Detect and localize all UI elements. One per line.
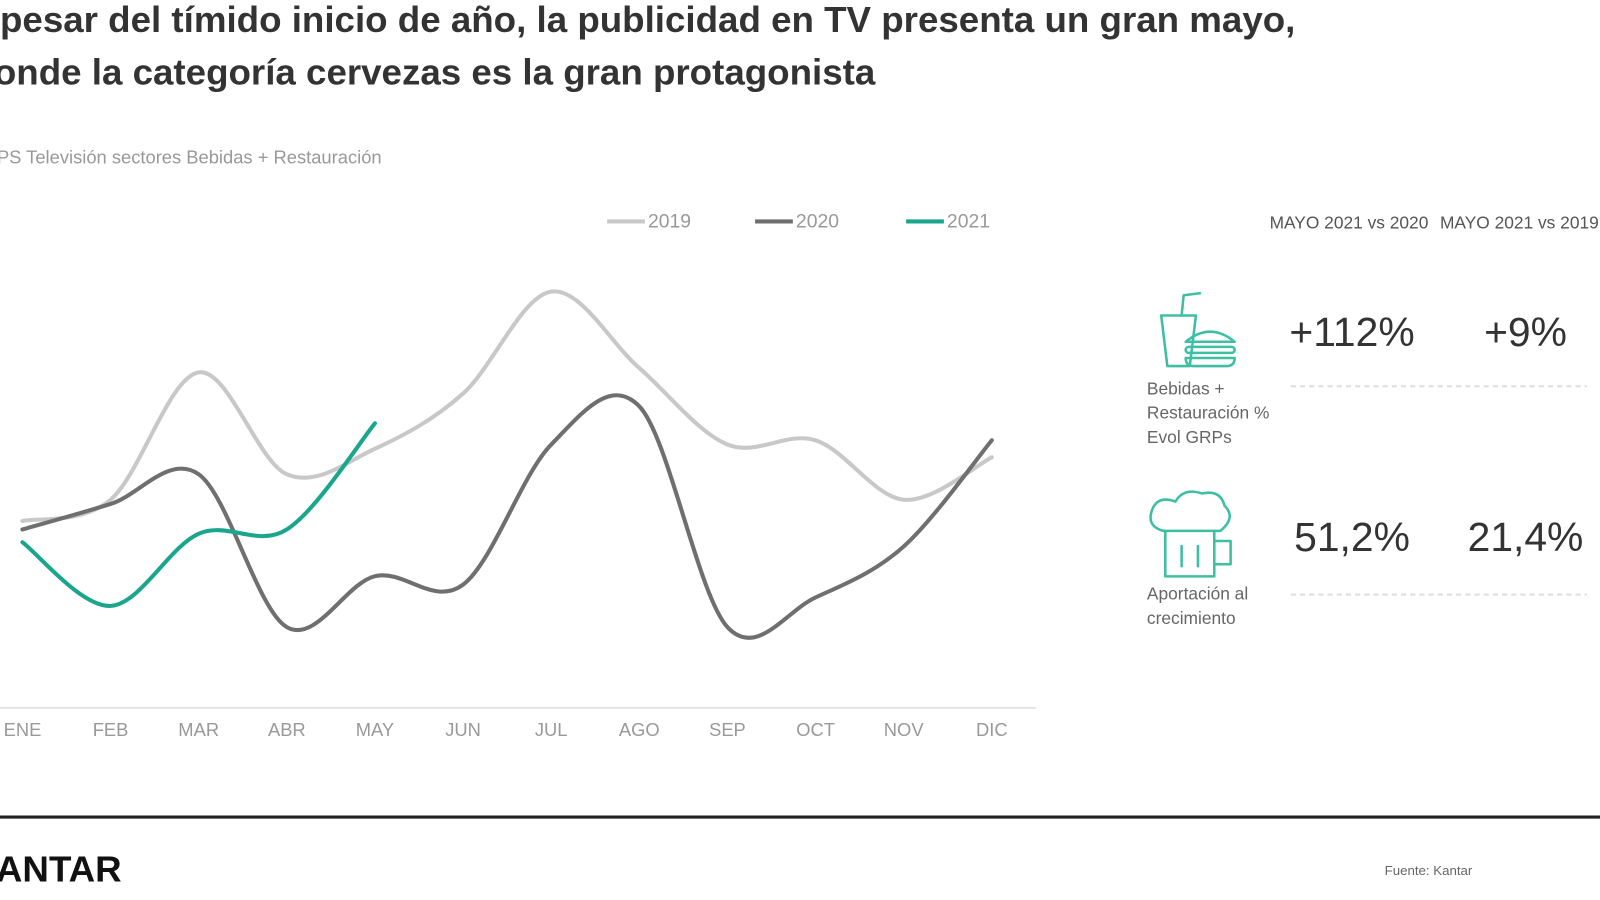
- x-tick-label: ENE: [4, 719, 42, 740]
- x-tick-label: AGO: [619, 719, 660, 740]
- x-tick-label: OCT: [796, 719, 835, 740]
- column-header: MAYO 2021 vs 2020: [1269, 213, 1429, 233]
- x-tick-label: FEB: [93, 719, 129, 740]
- x-tick-label: JUN: [445, 719, 481, 740]
- x-tick-label: MAR: [178, 719, 219, 740]
- series-line: [20, 421, 377, 608]
- stat-value: +9%: [1484, 310, 1567, 355]
- subtitle: PS Televisión sectores Bebidas + Restaur…: [0, 147, 382, 168]
- x-tick-label: MAY: [356, 719, 394, 740]
- stat-value: 51,2%: [1294, 515, 1410, 561]
- x-tick-label: SEP: [709, 719, 746, 740]
- stat-value: +112%: [1289, 310, 1415, 355]
- row-label: Aportación al crecimiento: [1146, 584, 1249, 628]
- x-tick-label: ABR: [268, 719, 306, 740]
- column-header: MAYO 2021 vs 2019: [1439, 213, 1599, 233]
- legend-label: 2019: [648, 212, 691, 233]
- legend-label: 2020: [796, 212, 839, 233]
- beer-icon: [1149, 490, 1232, 578]
- title-line: onde la categoría cervezas es la gran pr…: [0, 52, 876, 93]
- series-line: [20, 393, 994, 640]
- row-label: Bebidas + Restauración % Evol GRPs: [1146, 379, 1270, 447]
- logo: ANTAR: [0, 848, 122, 889]
- legend-label: 2021: [947, 212, 990, 233]
- stat-value: 21,4%: [1467, 515, 1584, 561]
- x-tick-label: NOV: [884, 719, 925, 740]
- series-line: [20, 289, 994, 523]
- source: Fuente: Kantar: [1385, 863, 1473, 878]
- x-tick-label: JUL: [535, 719, 568, 740]
- title-line: pesar del tímido inicio de año, la publi…: [0, 0, 1295, 40]
- food-icon: [1159, 291, 1236, 368]
- x-tick-label: DIC: [976, 719, 1008, 740]
